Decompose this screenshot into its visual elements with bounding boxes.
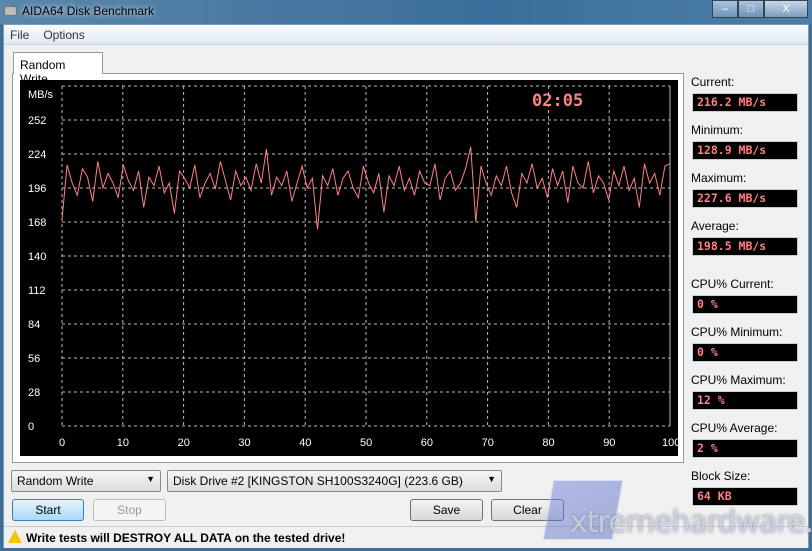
x-tick-label: 40 — [299, 437, 311, 449]
main-window: File Options 0 28 56 84 112 140 168 196 224 252 0 1… — [3, 24, 809, 548]
menu-bar: File Options — [4, 25, 808, 45]
y-tick-label: 112 — [28, 285, 46, 297]
maximize-button[interactable]: □ — [738, 0, 764, 18]
x-tick-label: 100 % — [662, 437, 678, 449]
stat-value: 198.5 MB/s — [692, 237, 798, 256]
chart-panel: 0 28 56 84 112 140 168 196 224 252 0 10 20 30 40 50 60 70… — [12, 73, 684, 463]
test-select-value: Random Write — [17, 474, 94, 488]
x-tick-label: 50 — [360, 437, 372, 449]
stat-value: 0 % — [692, 343, 798, 362]
x-tick-label: 30 — [238, 437, 250, 449]
stat-label: Current: — [691, 75, 735, 89]
tab-random-write[interactable]: Random Write — [13, 52, 103, 86]
start-button[interactable]: Start — [12, 499, 84, 521]
plot-background — [20, 80, 678, 456]
x-tick-label: 0 — [59, 437, 65, 449]
drive-select[interactable]: Disk Drive #2 [KINGSTON SH100S3240G] (22… — [167, 470, 502, 492]
stat-value: 64 KB — [692, 487, 798, 506]
stop-button[interactable]: Stop — [93, 499, 166, 521]
drive-select-value: Disk Drive #2 [KINGSTON SH100S3240G] (22… — [173, 474, 463, 488]
x-tick-label: 20 — [178, 437, 190, 449]
stat-label: CPU% Current: — [691, 277, 774, 291]
save-button[interactable]: Save — [410, 499, 483, 521]
y-tick-label: 224 — [28, 149, 46, 161]
benchmark-chart: 0 28 56 84 112 140 168 196 224 252 0 10 20 30 40 50 60 70… — [20, 80, 678, 456]
stat-label: Average: — [691, 219, 739, 233]
status-bar: Write tests will DESTROY ALL DATA on the… — [4, 526, 808, 548]
window-title: AIDA64 Disk Benchmark — [22, 4, 155, 18]
disk-icon — [4, 6, 17, 16]
stat-label: CPU% Minimum: — [691, 325, 783, 339]
close-button[interactable]: X — [764, 0, 808, 18]
stat-label: Block Size: — [691, 469, 751, 483]
x-tick-label: 60 — [421, 437, 433, 449]
y-axis-label: MB/s — [28, 89, 54, 101]
minimize-button[interactable]: – — [712, 0, 738, 18]
y-tick-label: 56 — [28, 353, 40, 365]
clear-button[interactable]: Clear — [491, 499, 564, 521]
stat-value: 2 % — [692, 439, 798, 458]
x-tick-label: 70 — [482, 437, 494, 449]
stat-value: 12 % — [692, 391, 798, 410]
stat-value: 216.2 MB/s — [692, 93, 798, 112]
y-tick-label: 140 — [28, 251, 46, 263]
stat-value: 0 % — [692, 295, 798, 314]
status-text: Write tests will DESTROY ALL DATA on the… — [26, 531, 346, 545]
y-tick-label: 0 — [28, 421, 34, 433]
stat-label: Minimum: — [691, 123, 744, 137]
y-tick-label: 196 — [28, 183, 46, 195]
x-tick-label: 90 — [603, 437, 615, 449]
stat-value: 128.9 MB/s — [692, 141, 798, 160]
chevron-down-icon: ▼ — [146, 474, 155, 484]
y-tick-label: 252 — [28, 115, 46, 127]
x-tick-label: 10 — [117, 437, 129, 449]
test-select[interactable]: Random Write ▼ — [11, 470, 161, 492]
stat-label: CPU% Average: — [691, 421, 778, 435]
watermark-text: xtremehardware.it — [570, 505, 812, 540]
y-tick-label: 28 — [28, 387, 40, 399]
stat-label: Maximum: — [691, 171, 747, 185]
y-tick-label: 84 — [28, 319, 40, 331]
chevron-down-icon: ▼ — [487, 474, 496, 484]
stat-value: 227.6 MB/s — [692, 189, 798, 208]
menu-file[interactable]: File — [10, 28, 30, 42]
y-tick-label: 168 — [28, 217, 46, 229]
title-bar: AIDA64 Disk Benchmark – □ X — [0, 0, 812, 24]
elapsed-timer: 02:05 — [532, 91, 583, 111]
series-line — [61, 146, 671, 230]
x-tick-label: 80 — [542, 437, 554, 449]
stat-label: CPU% Maximum: — [691, 373, 786, 387]
menu-options[interactable]: Options — [43, 28, 85, 42]
warning-icon — [8, 530, 22, 543]
